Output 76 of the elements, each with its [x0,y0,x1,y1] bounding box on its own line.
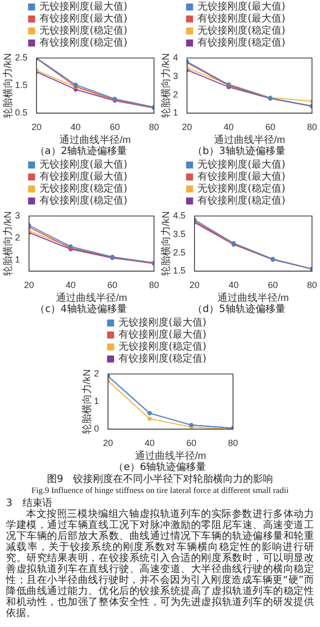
y-tick-label: 3 [14,210,20,220]
y-tick-label: 4.5 [172,210,186,220]
legend-label: 无铰接刚度(稳定值) [198,182,286,195]
y-axis-title: 轮胎横向力/kN [160,211,172,276]
x-tick-label: 20 [103,438,114,448]
legend-label: 无铰接刚度(稳定值) [40,24,128,37]
legend-label: 无铰接刚度(最大值) [198,0,286,13]
y-tick-label: 1 [94,396,100,406]
legend-label: 无铰接刚度(稳定值) [118,340,206,353]
x-tick-label: 40 [224,122,234,132]
y-axis-title: 轮胎横向力/kN [2,53,14,118]
x-tick-label: 60 [265,122,276,132]
x-tick-label: 20 [182,122,192,132]
x-tick-label: 60 [186,438,196,448]
y-tick-label: 3 [172,70,178,81]
legend-label: 无铰接刚度(稳定值) [40,182,128,195]
x-axis-title: 通过曲线半径/m [134,450,206,462]
text: 本文按照三模块编组六轴虚拟轨道列车的实际参数进行多体动力学建模，通过车辆直线工况下对脉冲激励的零阻尼车速、高速变道工况下车辆的后部放大系数、曲线通过情况下车辆的轨迹偏移量和轮重减载率，关于铰接系统的刚度系数对车辆横向稳定性的影响进行研究。研究结果表明，在铰接系统引入合适的刚度系数时，可以明显改善虚拟轨道列车在直线行驶、高速变道、大半径曲线行驶的横向稳定性；且在小半径曲线行驶时，并不会因为引入刚度造成车辆更“硬”而降低曲线通过能力。优化后的铰接系统提高了虚拟轨道列车的稳定性和机动性，也加强了整体安全性，可为先进虚拟轨道列车的研发提供依据。 [6,509,314,619]
x-tick-label: 60 [107,280,118,290]
legend-label: 有铰接刚度(最大值) [40,170,128,183]
y-tick-label: 1.5 [14,80,28,90]
x-tick-label: 60 [110,122,120,132]
y-tick-label: 4 [172,52,178,62]
legend-label: 无铰接刚度(最大值) [198,158,286,171]
x-tick-label: 80 [148,280,159,290]
x-axis-title: 通过曲线半径/m [214,134,286,146]
legend-label: 有铰接刚度(稳定值) [118,352,206,365]
y-tick-label: 2 [14,232,20,243]
x-tick-label: 40 [144,438,155,448]
y-axis-title: 轮胎横向力/kN [80,369,93,434]
y-tick-label: 2.5 [172,247,186,258]
legend-label: 有铰接刚度(最大值) [198,170,286,183]
legend-label: 有铰接刚度(稳定值) [198,36,286,49]
text: （c）4轴轨迹偏移量 [34,304,128,316]
legend-label: 有铰接刚度(稳定值) [40,36,128,49]
caption: 图9 铰接刚度在不同小半径下对轮胎横向力的影响 [46,474,274,485]
x-axis-title: 通过曲线半径/m [218,292,289,304]
legend-label: 无铰接刚度(最大值) [118,316,206,329]
y-tick-label: 1 [172,108,178,118]
y-tick-label: 2 [94,368,100,378]
y-axis-title: 轮胎横向力/kN [2,211,14,276]
x-tick-label: 20 [32,122,42,132]
text: 3 结束语 [6,498,52,509]
y-tick-label: 1.5 [172,266,186,276]
caption: Fig.9 Influence of hinge stiffness on tire lateral force at different small radii [30,485,290,496]
x-tick-label: 80 [306,122,317,132]
x-tick-label: 20 [24,280,34,290]
text: （e）6轴轨迹偏移量 [112,462,208,474]
text: （a）2轴轨迹偏移量 [34,146,128,158]
y-tick-label: 0 [94,424,100,434]
x-tick-label: 80 [228,438,238,448]
y-tick-label: 3.5 [172,228,186,239]
y-tick-label: 0.5 [14,108,28,118]
legend-label: 无铰接刚度(最大值) [40,158,128,171]
x-tick-label: 80 [148,122,159,132]
text: （b）3轴轨迹偏移量 [192,146,286,158]
y-tick-label: 2 [172,89,178,100]
x-tick-label: 40 [228,280,239,290]
legend-label: 无铰接刚度(稳定值) [198,24,286,37]
x-tick-label: 40 [66,280,76,290]
x-tick-label: 60 [268,280,278,290]
y-axis-title: 轮胎横向力/kN [160,53,172,118]
legend-label: 有铰接刚度(最大值) [40,12,128,25]
text: （d）5轴轨迹偏移量 [192,304,286,316]
legend-label: 有铰接刚度(最大值) [198,12,286,25]
x-tick-label: 80 [306,280,317,290]
y-tick-label: 2.5 [14,52,28,62]
legend-label: 无铰接刚度(最大值) [40,0,128,13]
legend-label: 有铰接刚度(稳定值) [198,194,286,207]
y-tick-label: 1 [14,254,20,265]
legend-label: 有铰接刚度(稳定值) [40,194,128,207]
x-axis-title: 通过曲线半径/m [56,292,128,304]
x-tick-label: 40 [70,122,81,132]
legend-label: 有铰接刚度(最大值) [118,328,206,341]
x-tick-label: 20 [190,280,200,290]
x-axis-title: 通过曲线半径/m [60,134,131,146]
